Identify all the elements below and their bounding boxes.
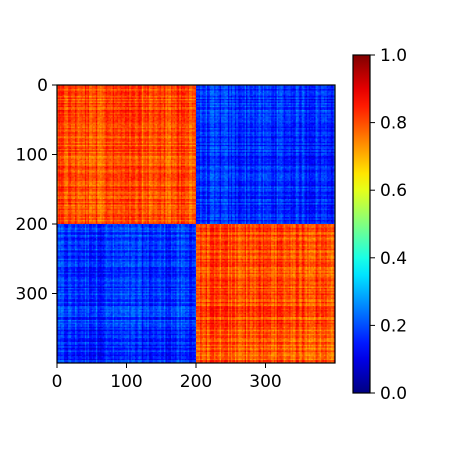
- heatmap-cells: [57, 85, 335, 363]
